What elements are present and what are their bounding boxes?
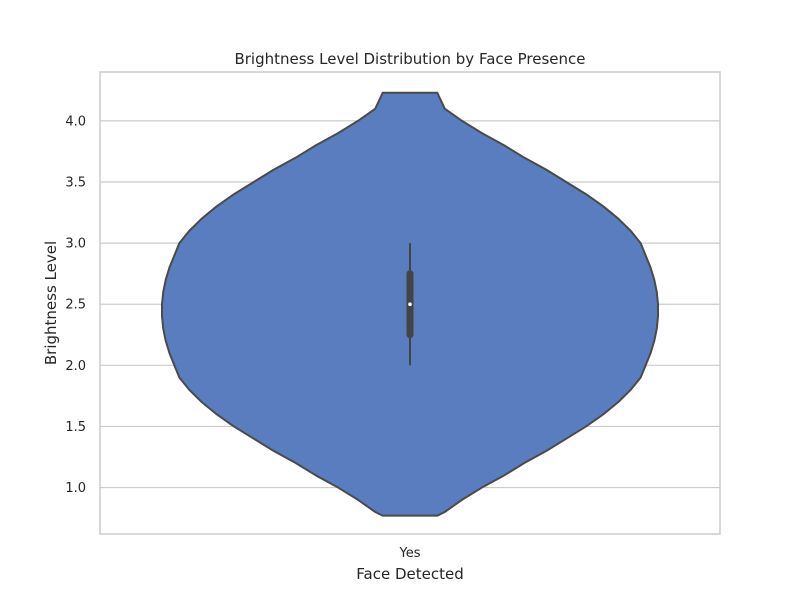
x-tick-label: Yes bbox=[399, 546, 421, 561]
y-axis-label: Brightness Level bbox=[42, 241, 60, 365]
y-axis-ticks: 1.0 1.5 2.0 2.5 3.0 3.5 4.0 bbox=[65, 114, 86, 496]
y-tick-label: 3.5 bbox=[65, 176, 86, 191]
violins bbox=[161, 91, 659, 517]
chart-title: Brightness Level Distribution by Face Pr… bbox=[234, 50, 585, 68]
x-axis-label: Face Detected bbox=[356, 565, 463, 583]
y-tick-label: 2.5 bbox=[65, 298, 86, 313]
plot-frame bbox=[99, 71, 721, 535]
y-tick-label: 2.0 bbox=[65, 359, 86, 374]
x-axis-ticks: Yes bbox=[399, 546, 421, 561]
y-tick-label: 1.0 bbox=[65, 481, 86, 496]
violin-median bbox=[408, 302, 412, 307]
y-tick-label: 3.0 bbox=[65, 237, 86, 252]
y-tick-label: 4.0 bbox=[65, 114, 86, 129]
y-tick-label: 1.5 bbox=[65, 420, 86, 435]
